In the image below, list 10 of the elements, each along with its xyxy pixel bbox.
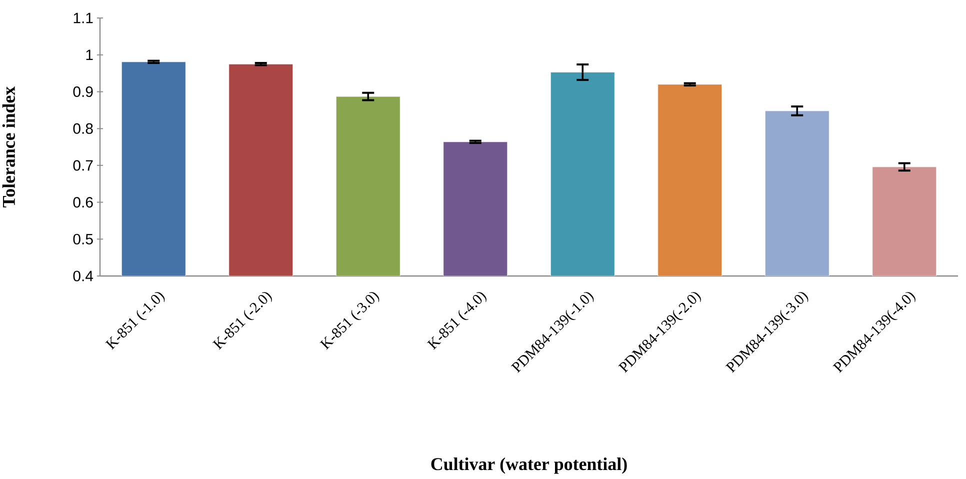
y-tick-label: 0.5 (73, 234, 93, 244)
y-tick-label: 0.9 (73, 86, 93, 97)
y-tick-label: 0.4 (73, 270, 94, 282)
y-tick-label: 1.1 (74, 12, 93, 24)
x-axis-title: Cultivar (water potential) (431, 458, 627, 474)
y-tick-label: 0.8 (73, 123, 93, 134)
y-tick-label: 0.7 (73, 160, 93, 171)
y-tick-label: 1 (86, 50, 93, 60)
y-axis-title: Tolerance index (2, 86, 15, 208)
y-tick-label: 0.6 (73, 196, 93, 208)
